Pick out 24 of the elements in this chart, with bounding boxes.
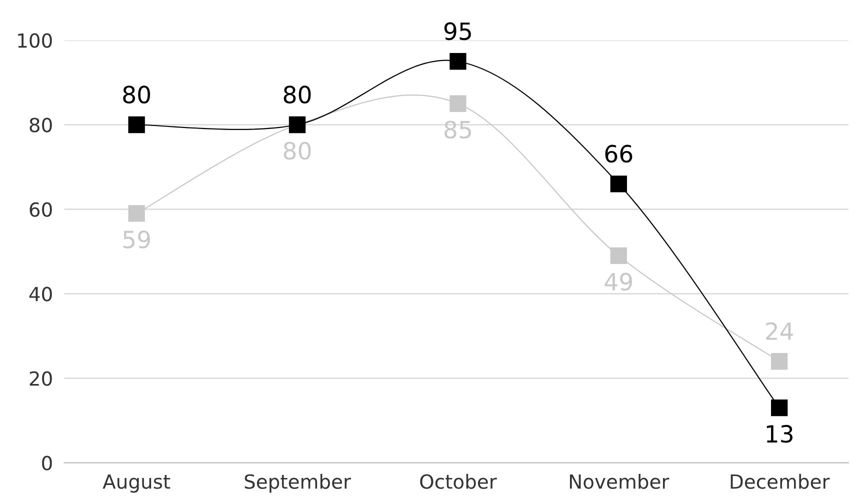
- y-tick-label: 0: [42, 456, 52, 470]
- x-tick-label: November: [570, 474, 670, 489]
- y-tick-label: 20: [30, 371, 52, 386]
- data-label: 80: [123, 86, 150, 104]
- data-label: 13: [766, 424, 792, 443]
- x-tick-label: September: [244, 474, 352, 493]
- point: [610, 247, 627, 264]
- x-tick-label: December: [730, 474, 830, 489]
- point: [450, 95, 466, 112]
- x-tick-label: October: [420, 474, 497, 489]
- data-label: 80: [284, 86, 311, 104]
- data-label: 66: [605, 144, 632, 163]
- y-tick-label: 80: [30, 118, 52, 132]
- point: [771, 353, 788, 370]
- point: [128, 116, 145, 134]
- point: [450, 53, 466, 70]
- data-label: 95: [444, 22, 471, 40]
- y-tick-label: 40: [29, 286, 52, 302]
- point: [771, 400, 788, 416]
- y-tick-label: 60: [30, 202, 52, 217]
- y-tick-label: 100: [18, 33, 52, 48]
- x-tick-label: August: [102, 474, 170, 493]
- point: [128, 205, 145, 222]
- point: [610, 176, 627, 192]
